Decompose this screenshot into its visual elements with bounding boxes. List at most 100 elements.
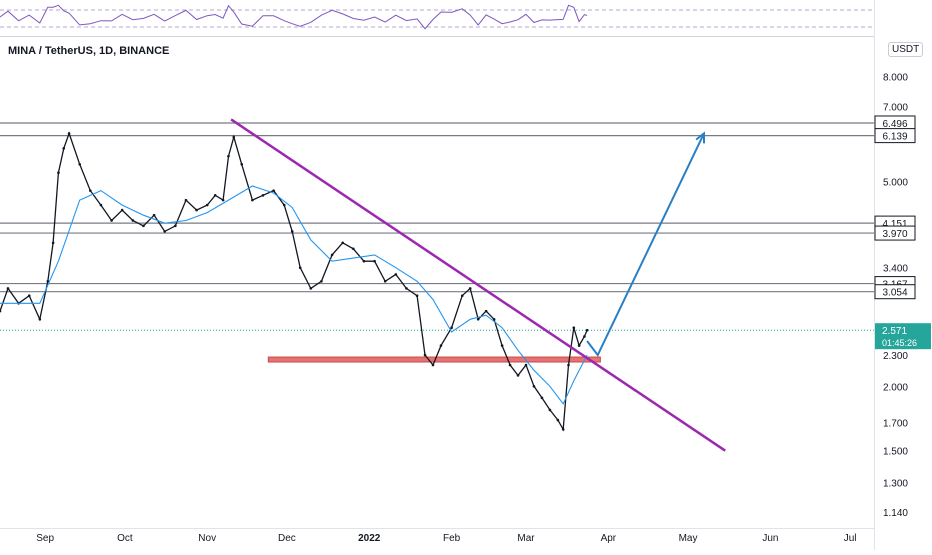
price-tick: 5.000 [883, 177, 908, 188]
price-tick: 1.500 [883, 447, 908, 458]
level-badge-label: 6.139 [882, 132, 907, 143]
price-point [439, 344, 443, 347]
price-point [152, 213, 156, 217]
time-tick: Apr [601, 533, 617, 544]
level-badge-label: 3.054 [882, 288, 907, 299]
price-point [46, 279, 50, 283]
projection-arrow [586, 132, 705, 358]
trendline [230, 118, 726, 452]
price-point [272, 189, 275, 192]
chart-title: MINA / TetherUS, 1D, BINANCE [8, 45, 170, 57]
price-point [476, 317, 480, 321]
price-point [282, 203, 286, 207]
price-point [373, 259, 376, 263]
time-tick: Dec [278, 533, 296, 544]
currency-label[interactable]: USDT [888, 42, 924, 57]
price-point [516, 374, 520, 377]
time-tick: Jul [844, 533, 857, 544]
time-tick: Nov [198, 533, 216, 544]
price-point [508, 363, 512, 367]
price-point [405, 287, 408, 290]
price-point [195, 208, 198, 212]
price-point [163, 230, 167, 233]
current-price-label: 2.571 [882, 326, 907, 337]
price-point [131, 219, 135, 222]
price-tick: 8.000 [883, 72, 908, 83]
time-tick: 2022 [358, 533, 381, 544]
price-point [460, 294, 464, 297]
time-tick: Oct [117, 533, 133, 544]
price-point [213, 194, 217, 197]
price-point [383, 279, 387, 283]
price-point [38, 317, 42, 321]
price-point [6, 287, 10, 290]
level-badge [874, 128, 916, 144]
price-point [468, 287, 472, 290]
level-badge-label: 6.496 [882, 119, 907, 130]
level-badge [874, 284, 916, 300]
price-tick: 3.400 [883, 264, 908, 275]
level-badge [874, 225, 916, 241]
price-scale-bg [874, 0, 932, 550]
price-point [290, 230, 294, 233]
price-point [298, 266, 302, 270]
price-point [500, 344, 504, 347]
price-point [585, 328, 589, 332]
price-point [232, 135, 236, 139]
price-point [309, 287, 313, 290]
price-tick: 2.300 [883, 351, 908, 362]
level-badge-label: 4.151 [882, 219, 907, 230]
projection-arrow-head [695, 131, 706, 144]
price-point [27, 294, 31, 297]
price-point [548, 408, 552, 412]
price-point [0, 309, 2, 313]
price-point [57, 171, 60, 175]
price-point [561, 428, 565, 431]
price-point [540, 396, 544, 400]
series-line-1 [0, 185, 588, 405]
price-point [532, 385, 536, 388]
price-point [240, 162, 244, 166]
price-point [320, 279, 323, 283]
price-point [221, 198, 225, 202]
oscillator-pane [0, 0, 874, 36]
time-tick: May [679, 533, 698, 544]
price-point [423, 353, 427, 357]
price-point [110, 219, 113, 222]
time-tick: Mar [517, 533, 535, 544]
price-point [78, 162, 81, 166]
price-point [99, 203, 103, 207]
price-point [251, 198, 254, 202]
price-point [583, 335, 586, 338]
countdown-label: 01:45:26 [882, 338, 917, 348]
series-line-0 [0, 131, 588, 432]
current-price-badge [875, 323, 931, 350]
price-point [174, 224, 177, 228]
price-tick: 1.140 [883, 508, 908, 519]
price-point [62, 147, 66, 150]
price-point [67, 132, 71, 135]
price-point [142, 224, 145, 228]
price-point [484, 309, 488, 313]
price-tick: 2.000 [883, 382, 908, 393]
price-point [352, 247, 355, 251]
price-point [51, 241, 55, 245]
price-point [394, 273, 398, 276]
time-tick: Sep [36, 533, 54, 544]
price-point [524, 363, 528, 367]
price-point [415, 294, 419, 297]
time-tick: Feb [443, 533, 461, 544]
price-point [120, 208, 124, 212]
price-point [184, 198, 188, 202]
price-point [556, 418, 560, 422]
oscillator-line [0, 4, 588, 30]
time-tick: Jun [762, 533, 778, 544]
price-point [572, 326, 576, 329]
price-point [330, 253, 334, 257]
price-point [577, 344, 581, 347]
price-point [89, 189, 92, 192]
price-tick: 1.700 [883, 419, 908, 430]
level-badge-label: 3.970 [882, 229, 907, 240]
